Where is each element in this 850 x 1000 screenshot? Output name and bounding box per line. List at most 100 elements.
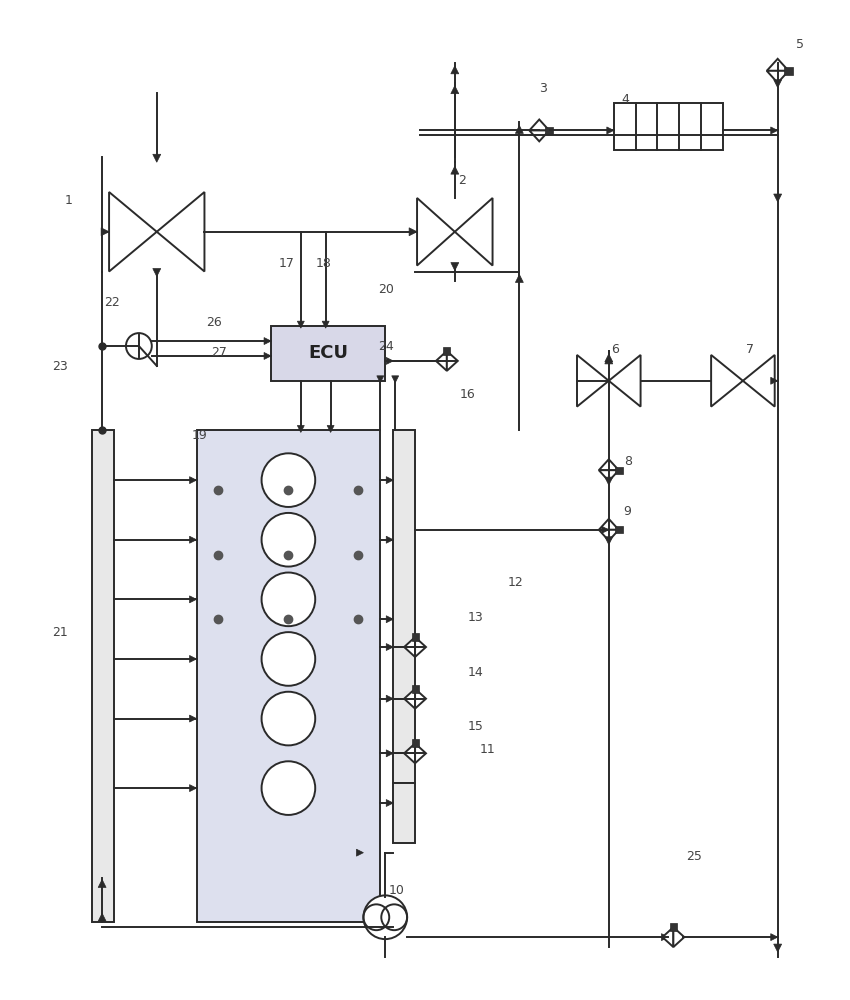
Bar [196,430,380,922]
Polygon shape [415,689,426,709]
Polygon shape [190,536,196,543]
Polygon shape [771,127,778,134]
Polygon shape [774,80,782,88]
Polygon shape [530,120,549,130]
Bar [444,347,450,355]
Polygon shape [322,321,329,328]
Polygon shape [605,537,613,545]
Polygon shape [605,354,613,362]
Polygon shape [298,425,304,432]
Polygon shape [774,194,782,202]
Polygon shape [264,352,271,359]
Text: 6: 6 [611,343,619,356]
Polygon shape [771,377,778,384]
Polygon shape [386,477,394,484]
Polygon shape [264,338,271,345]
Polygon shape [356,849,364,856]
Polygon shape [605,477,613,485]
Text: 27: 27 [212,346,227,359]
Polygon shape [530,130,549,141]
Bar [394,783,415,843]
Polygon shape [153,269,161,276]
Polygon shape [190,655,196,662]
Text: 23: 23 [53,360,68,373]
Polygon shape [190,715,196,722]
Polygon shape [386,695,394,702]
Polygon shape [662,927,673,947]
Polygon shape [98,880,106,887]
Text: 7: 7 [746,343,754,356]
Circle shape [262,692,315,745]
Text: 5: 5 [796,38,803,51]
Circle shape [262,573,315,626]
Bar [670,923,677,931]
Text: 16: 16 [460,388,475,401]
Bar [614,103,723,150]
Text: 2: 2 [458,174,466,187]
Bar [615,526,623,533]
Polygon shape [392,376,399,383]
Text: 22: 22 [104,296,120,309]
Polygon shape [190,596,196,603]
Polygon shape [404,637,415,657]
Polygon shape [607,127,614,134]
Bar [411,739,418,747]
Circle shape [262,513,315,567]
Text: 19: 19 [191,429,207,442]
Bar [545,127,553,134]
Bar [271,326,385,381]
Polygon shape [404,743,415,763]
Text: 25: 25 [686,850,702,863]
Circle shape [364,895,407,939]
Polygon shape [98,913,106,921]
Circle shape [262,453,315,507]
Circle shape [262,761,315,815]
Text: 24: 24 [378,340,394,353]
Polygon shape [450,166,459,174]
Circle shape [262,632,315,686]
Polygon shape [101,228,109,236]
Text: 1: 1 [65,194,72,207]
Polygon shape [377,376,383,383]
Text: 8: 8 [624,455,632,468]
Bar [394,430,415,783]
Polygon shape [515,274,524,282]
Polygon shape [153,154,161,162]
Bar [411,685,418,693]
Polygon shape [774,944,782,952]
Text: 17: 17 [279,257,295,270]
Polygon shape [767,71,789,83]
Polygon shape [602,526,609,533]
Polygon shape [415,637,426,657]
Polygon shape [599,459,619,470]
Circle shape [126,333,152,359]
Text: 10: 10 [388,884,404,897]
Polygon shape [386,616,394,623]
Polygon shape [661,934,668,941]
Text: 12: 12 [507,576,524,589]
Polygon shape [327,425,334,432]
Polygon shape [386,536,394,543]
Polygon shape [450,86,459,94]
Bar [92,430,114,922]
Polygon shape [515,125,524,133]
Text: 14: 14 [468,666,484,679]
Text: 9: 9 [624,505,632,518]
Polygon shape [298,321,304,328]
Polygon shape [190,477,196,484]
Bar [615,467,623,474]
Polygon shape [450,66,459,74]
Polygon shape [605,356,613,364]
Text: 4: 4 [621,93,630,106]
Polygon shape [599,470,619,481]
Text: 21: 21 [53,626,68,639]
Polygon shape [386,800,394,806]
Polygon shape [386,357,394,364]
Text: 3: 3 [539,82,547,95]
Polygon shape [447,351,458,371]
Polygon shape [386,750,394,757]
Text: 18: 18 [315,257,332,270]
Text: ECU: ECU [309,344,348,362]
Polygon shape [771,934,778,941]
Text: 15: 15 [468,720,484,733]
